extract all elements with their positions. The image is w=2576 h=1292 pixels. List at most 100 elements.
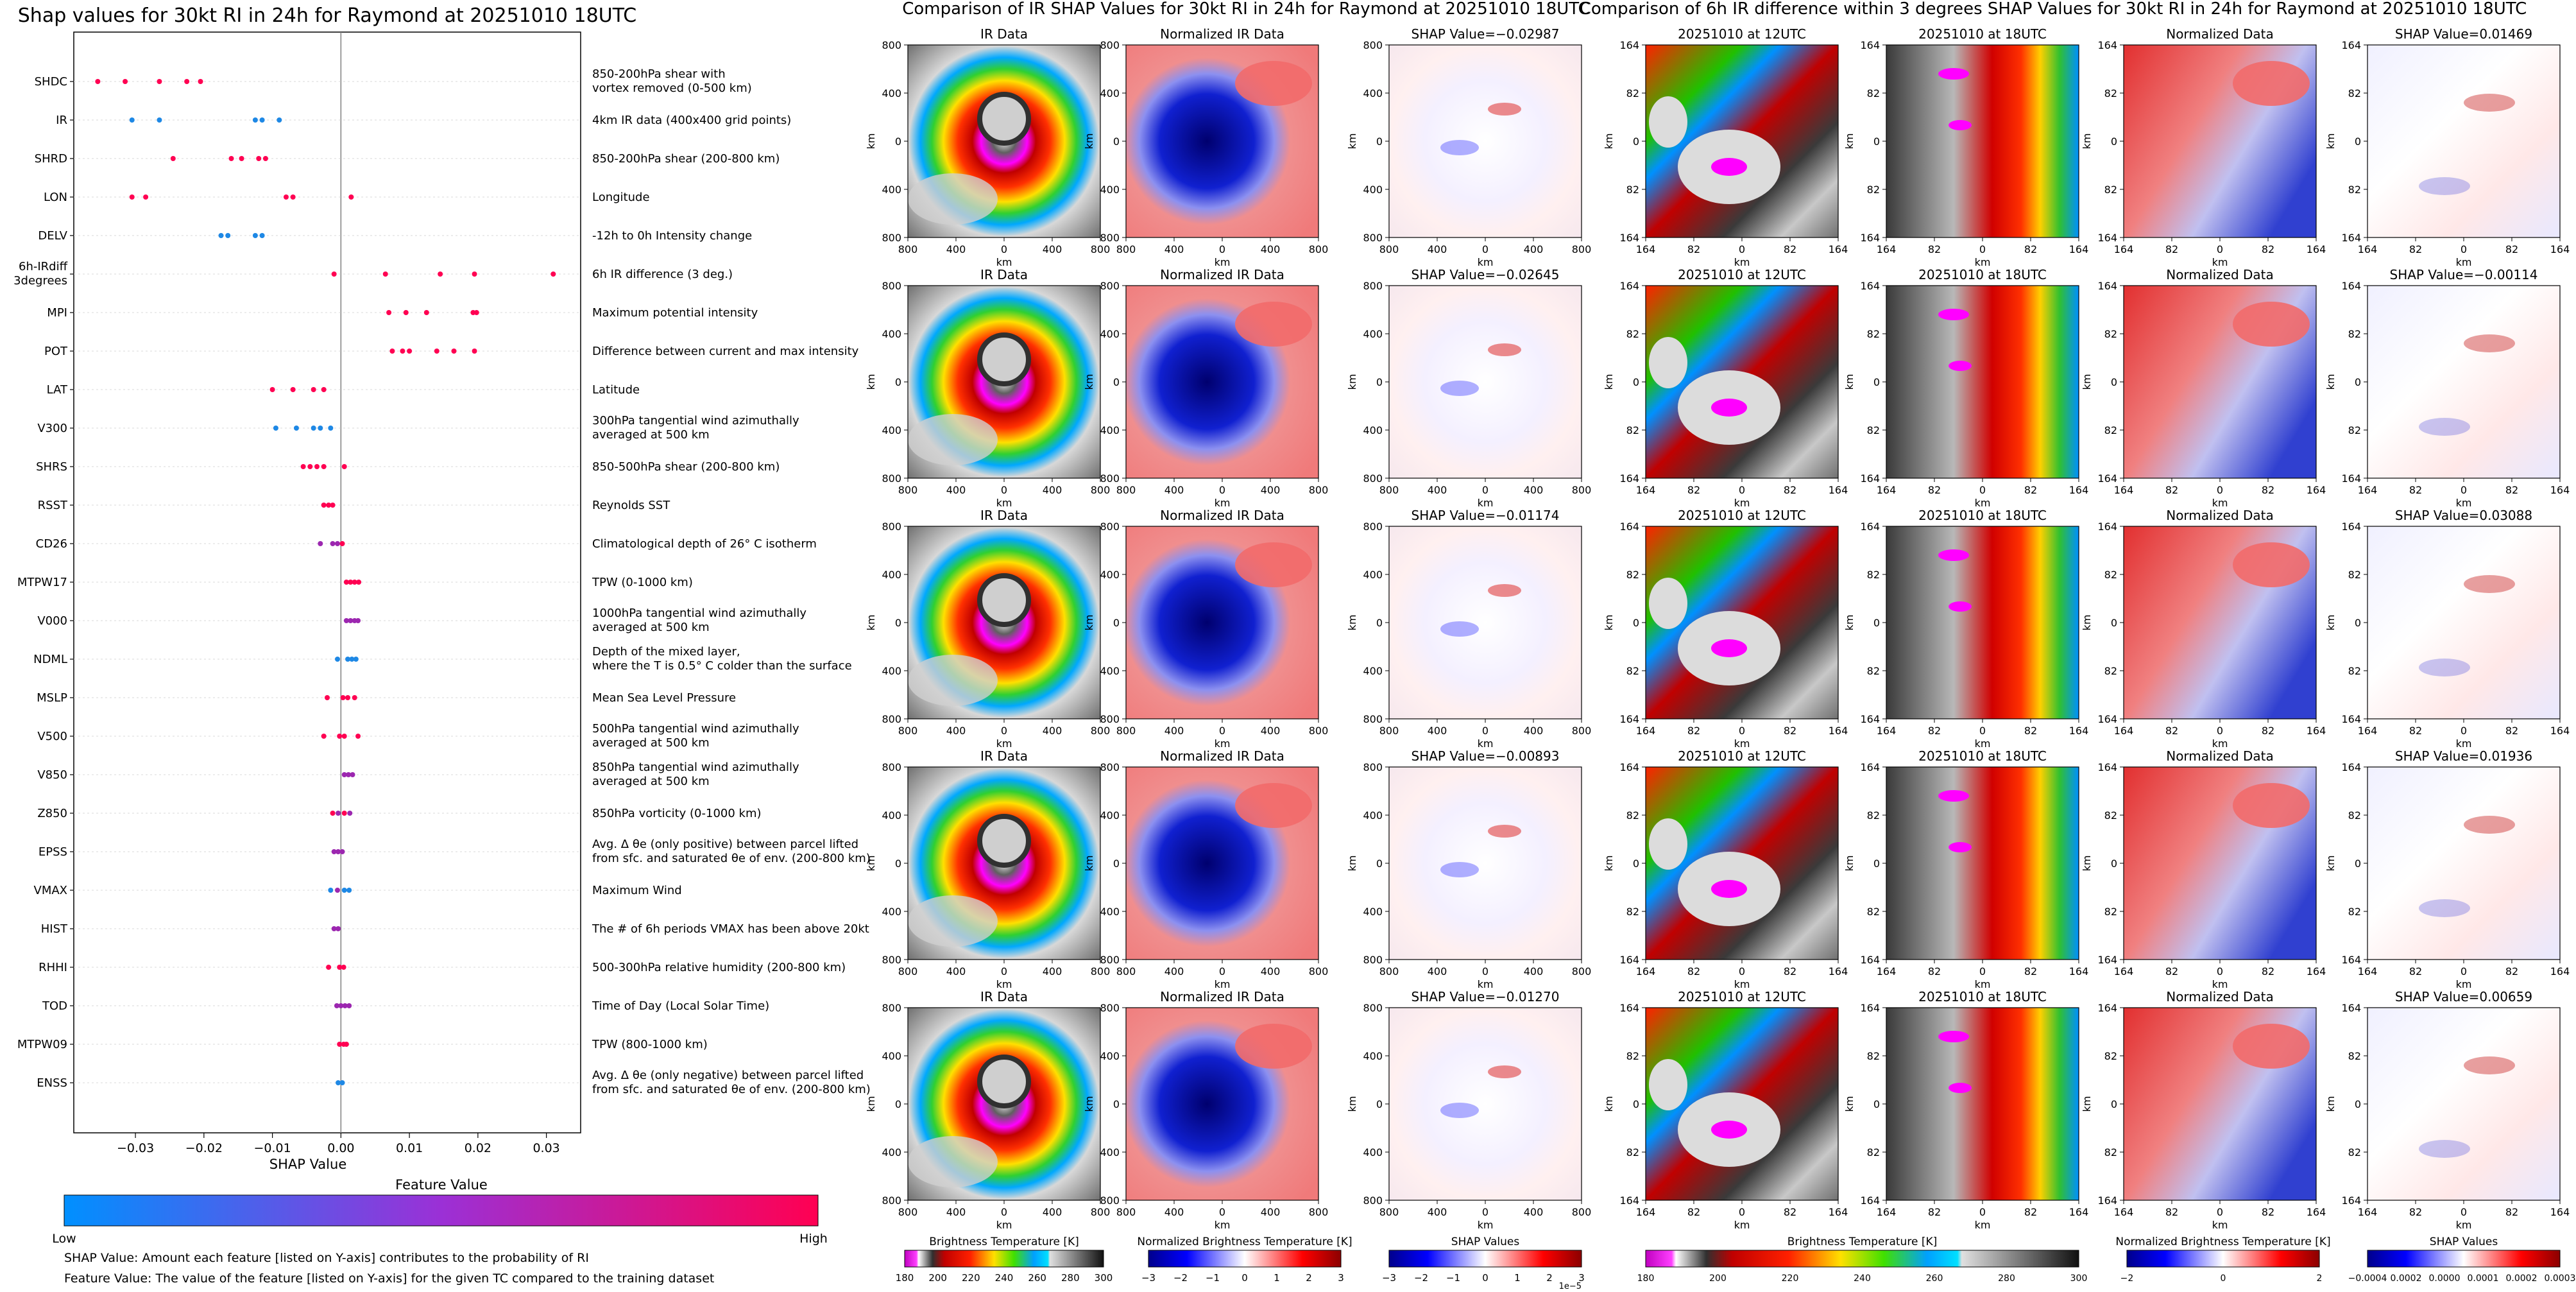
shap-point	[348, 580, 354, 585]
y-tick-label: 82	[1867, 1146, 1880, 1158]
image-shap-pos-spot	[1488, 1065, 1521, 1078]
x-tick-label: 400	[1043, 1206, 1062, 1218]
shap-point	[451, 349, 457, 354]
feature-description: 4km IR data (400x400 grid points)	[592, 114, 791, 127]
image-b-magenta	[1938, 68, 1969, 80]
y-tick-label: 400	[1100, 87, 1120, 99]
x-tick-label: 800	[1572, 484, 1592, 496]
y-tick-label: 82	[2348, 809, 2361, 822]
y-tick-label: 82	[1867, 569, 1880, 581]
x-tick-label: 800	[1309, 725, 1329, 737]
y-tick-label: 164	[2341, 472, 2361, 485]
x-tick-label: −0.01	[253, 1141, 291, 1155]
image-ir-cloud	[908, 895, 998, 947]
y-tick-label: 164	[2341, 1194, 2361, 1207]
feature-description: Avg. Δ θe (only positive) between parcel…	[592, 838, 858, 851]
y-tick-label: 164	[1860, 1194, 1880, 1207]
feature-label: VMAX	[34, 884, 68, 897]
image-b	[1886, 45, 2079, 237]
y-axis-label: km	[2324, 134, 2337, 150]
x-tick-label: 0	[1219, 965, 1225, 978]
y-tick-label: 82	[1867, 424, 1880, 436]
image-norm-warm-patch	[1235, 61, 1312, 106]
y-tick-label: 164	[1860, 232, 1880, 244]
y-tick-label: 400	[1100, 184, 1120, 196]
image-shap-pos-spot	[1488, 825, 1521, 838]
x-axis-label: km	[996, 1219, 1012, 1231]
x-tick-label: 400	[1428, 484, 1447, 496]
x-tick-label: 400	[946, 1206, 966, 1218]
colorbar-tick-label: 1	[1514, 1272, 1521, 1284]
y-tick-label: 400	[882, 1146, 901, 1158]
feature-label: V850	[37, 768, 67, 782]
y-tick-label: 82	[2348, 569, 2361, 581]
y-tick-label: 800	[882, 1002, 901, 1014]
feature-label: Z850	[37, 807, 67, 820]
shap-point	[341, 965, 346, 970]
shap-point	[348, 618, 354, 623]
y-tick-label: 400	[1363, 809, 1383, 822]
x-tick-label: 400	[1261, 243, 1281, 255]
y-axis-label: km	[2081, 374, 2093, 390]
x-tick-label: 82	[1784, 965, 1796, 978]
feature-description: 850hPa tangential wind azimuthally	[592, 761, 799, 774]
colorbar-tick-label: −1	[1446, 1272, 1460, 1284]
feature-description: Longitude	[592, 191, 650, 204]
x-axis-label: km	[1734, 737, 1750, 750]
x-tick-label: 82	[2165, 1206, 2178, 1218]
shap-point	[434, 349, 439, 354]
shap-point	[269, 387, 275, 392]
y-tick-label: 164	[2097, 1194, 2117, 1207]
colorbar	[1148, 1250, 1342, 1268]
x-tick-label: 400	[1164, 725, 1184, 737]
shap-point	[129, 194, 135, 200]
x-tick-label: 400	[946, 484, 966, 496]
x-tick-label: 400	[1043, 725, 1062, 737]
image-ir-cloud	[908, 655, 998, 706]
shap-point	[225, 233, 231, 238]
y-tick-label: 800	[1100, 39, 1120, 51]
shap-point	[339, 541, 345, 546]
shap-value-title: SHAP Value=−0.00114	[2390, 267, 2538, 282]
shap-point	[328, 888, 334, 893]
shap-point	[355, 618, 361, 623]
y-tick-label: 800	[1363, 472, 1383, 485]
image-b	[1886, 286, 2079, 478]
shap-point	[335, 888, 341, 893]
image-shap	[1389, 767, 1582, 960]
x-axis-label: km	[2456, 737, 2472, 750]
colorbar-tick-label: 280	[1061, 1272, 1080, 1284]
y-tick-label: 164	[1619, 521, 1639, 533]
y-tick-label: 800	[882, 954, 901, 966]
feature-description: TPW (0-1000 km)	[592, 576, 693, 589]
shap-point	[336, 926, 341, 931]
x-tick-label: 82	[1928, 484, 1941, 496]
colorbar-scale: 1e−5	[1559, 1282, 1582, 1289]
y-tick-label: 400	[1363, 87, 1383, 99]
x-tick-label: 164	[1829, 965, 1848, 978]
shap-point	[290, 387, 296, 392]
shap-point	[184, 79, 190, 84]
y-tick-label: 164	[2097, 713, 2117, 725]
x-axis-label: km	[1215, 1219, 1231, 1231]
y-tick-label: 0	[1873, 135, 1880, 148]
image-d	[2367, 45, 2560, 237]
shap-chart-title: Shap values for 30kt RI in 24h for Raymo…	[18, 4, 636, 27]
image-d-neg-spot	[2419, 659, 2470, 676]
image-b	[1886, 767, 2079, 960]
x-tick-label: 164	[1636, 1206, 1656, 1218]
y-axis-label: km	[865, 856, 877, 872]
shap-point	[342, 1003, 348, 1008]
x-tick-label: 164	[1877, 243, 1897, 255]
feature-description: Latitude	[592, 383, 640, 397]
colorbar-label: SHAP Values	[1451, 1236, 1520, 1248]
shap-point	[389, 349, 395, 354]
y-tick-label: 164	[2097, 280, 2117, 292]
panel-title: Normalized Data	[2166, 748, 2274, 764]
x-tick-label: 0	[1739, 725, 1745, 737]
shap-point	[356, 580, 362, 585]
shap-point	[334, 1003, 339, 1008]
image-ir-eye	[977, 92, 1031, 146]
shap-point	[143, 194, 149, 200]
y-axis-label: km	[1346, 615, 1358, 631]
